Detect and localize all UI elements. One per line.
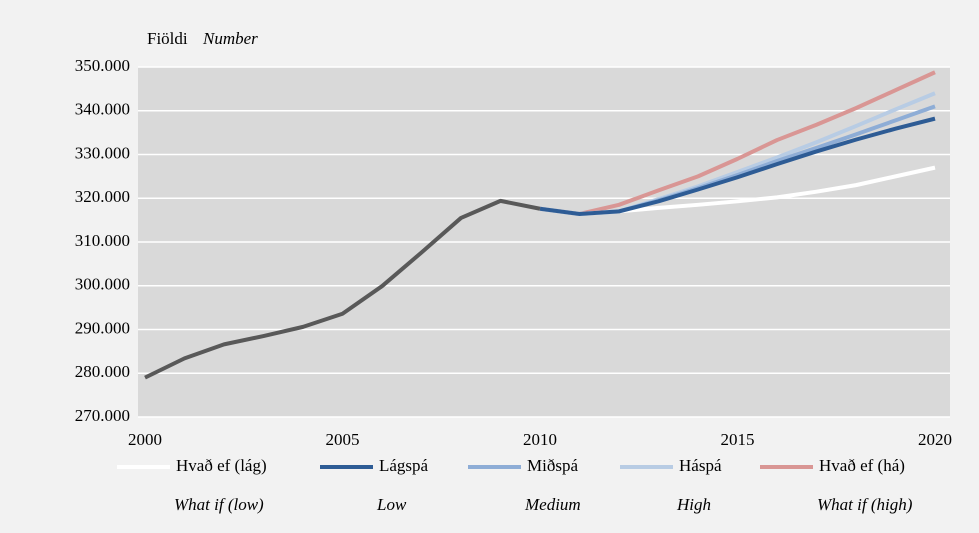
legend-label: Háspá xyxy=(679,456,722,475)
y-axis-title: Fiöldi xyxy=(147,29,188,48)
y-tick-label: 300.000 xyxy=(75,275,130,294)
x-tick-label: 2005 xyxy=(326,430,360,449)
legend-label-en: Low xyxy=(376,495,407,514)
x-tick-label: 2000 xyxy=(128,430,162,449)
legend-label-en: What if (low) xyxy=(174,495,264,514)
x-tick-label: 2020 xyxy=(918,430,952,449)
y-tick-label: 330.000 xyxy=(75,143,130,162)
x-tick-label: 2015 xyxy=(721,430,755,449)
y-tick-label: 350.000 xyxy=(75,56,130,75)
series-line xyxy=(539,70,936,216)
legend-label: Hvað ef (há) xyxy=(819,456,905,475)
y-axis-title-en: Number xyxy=(202,29,258,48)
legend-label-en: High xyxy=(676,495,711,514)
legend-label: Hvað ef (lág) xyxy=(176,456,267,475)
legend-label: Miðspá xyxy=(527,456,578,475)
legend-label-en: Medium xyxy=(524,495,581,514)
series-line xyxy=(144,198,541,380)
y-tick-label: 310.000 xyxy=(75,231,130,250)
y-tick-label: 320.000 xyxy=(75,187,130,206)
legend-label: Lágspá xyxy=(379,456,429,475)
y-tick-label: 290.000 xyxy=(75,318,130,337)
y-tick-label: 280.000 xyxy=(75,362,130,381)
legend-label-en: What if (high) xyxy=(817,495,913,514)
y-tick-label: 270.000 xyxy=(75,406,130,425)
y-tick-label: 340.000 xyxy=(75,100,130,119)
series-line xyxy=(539,116,936,216)
x-tick-label: 2010 xyxy=(523,430,557,449)
